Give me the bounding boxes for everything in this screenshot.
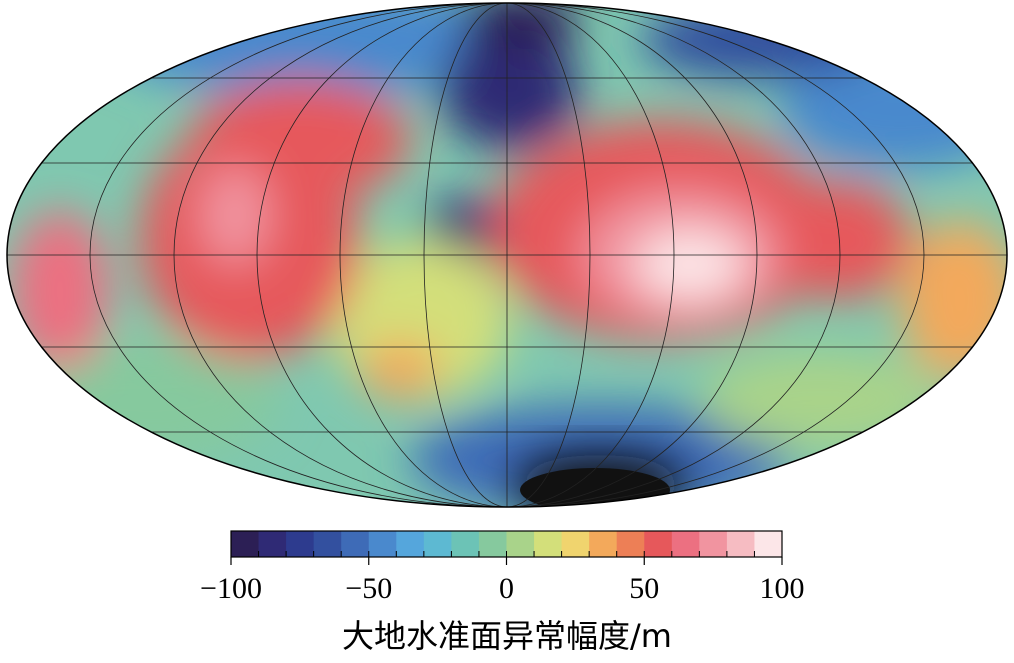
colorbar-cell bbox=[423, 531, 452, 557]
colorbar-cell bbox=[341, 531, 370, 557]
colorbar-cell bbox=[478, 531, 507, 557]
colorbar-cell bbox=[506, 531, 535, 557]
colorbar-tick-label: −100 bbox=[200, 572, 262, 605]
colorbar-label: 大地水准面异常幅度/m bbox=[342, 617, 672, 655]
colorbar-cell bbox=[726, 531, 755, 557]
colorbar-cell bbox=[231, 531, 260, 557]
colorbar: −100 −50 0 50 100 bbox=[200, 530, 805, 605]
colorbar-cell bbox=[561, 531, 590, 557]
colorbar-tick-label: 50 bbox=[629, 572, 659, 605]
colorbar-cell bbox=[589, 531, 618, 557]
graticule bbox=[7, 3, 1007, 507]
colorbar-cell bbox=[534, 531, 563, 557]
colorbar-cell bbox=[313, 531, 342, 557]
colorbar-cell bbox=[671, 531, 700, 557]
map-border bbox=[6, 2, 1008, 508]
colorbar-cell bbox=[286, 531, 315, 557]
colorbar-tick-label: −50 bbox=[345, 572, 392, 605]
colorbar-cell bbox=[258, 531, 287, 557]
colorbar-cell bbox=[644, 531, 673, 557]
colorbar-cell bbox=[699, 531, 728, 557]
colorbar-cell bbox=[451, 531, 480, 557]
colorbar-tick-label: 0 bbox=[499, 572, 514, 605]
colorbar-cell bbox=[616, 531, 645, 557]
colorbar-cell bbox=[396, 531, 425, 557]
colorbar-tick-label: 100 bbox=[760, 572, 805, 605]
colorbar-cell bbox=[754, 531, 783, 557]
colorbar-cell bbox=[368, 531, 397, 557]
